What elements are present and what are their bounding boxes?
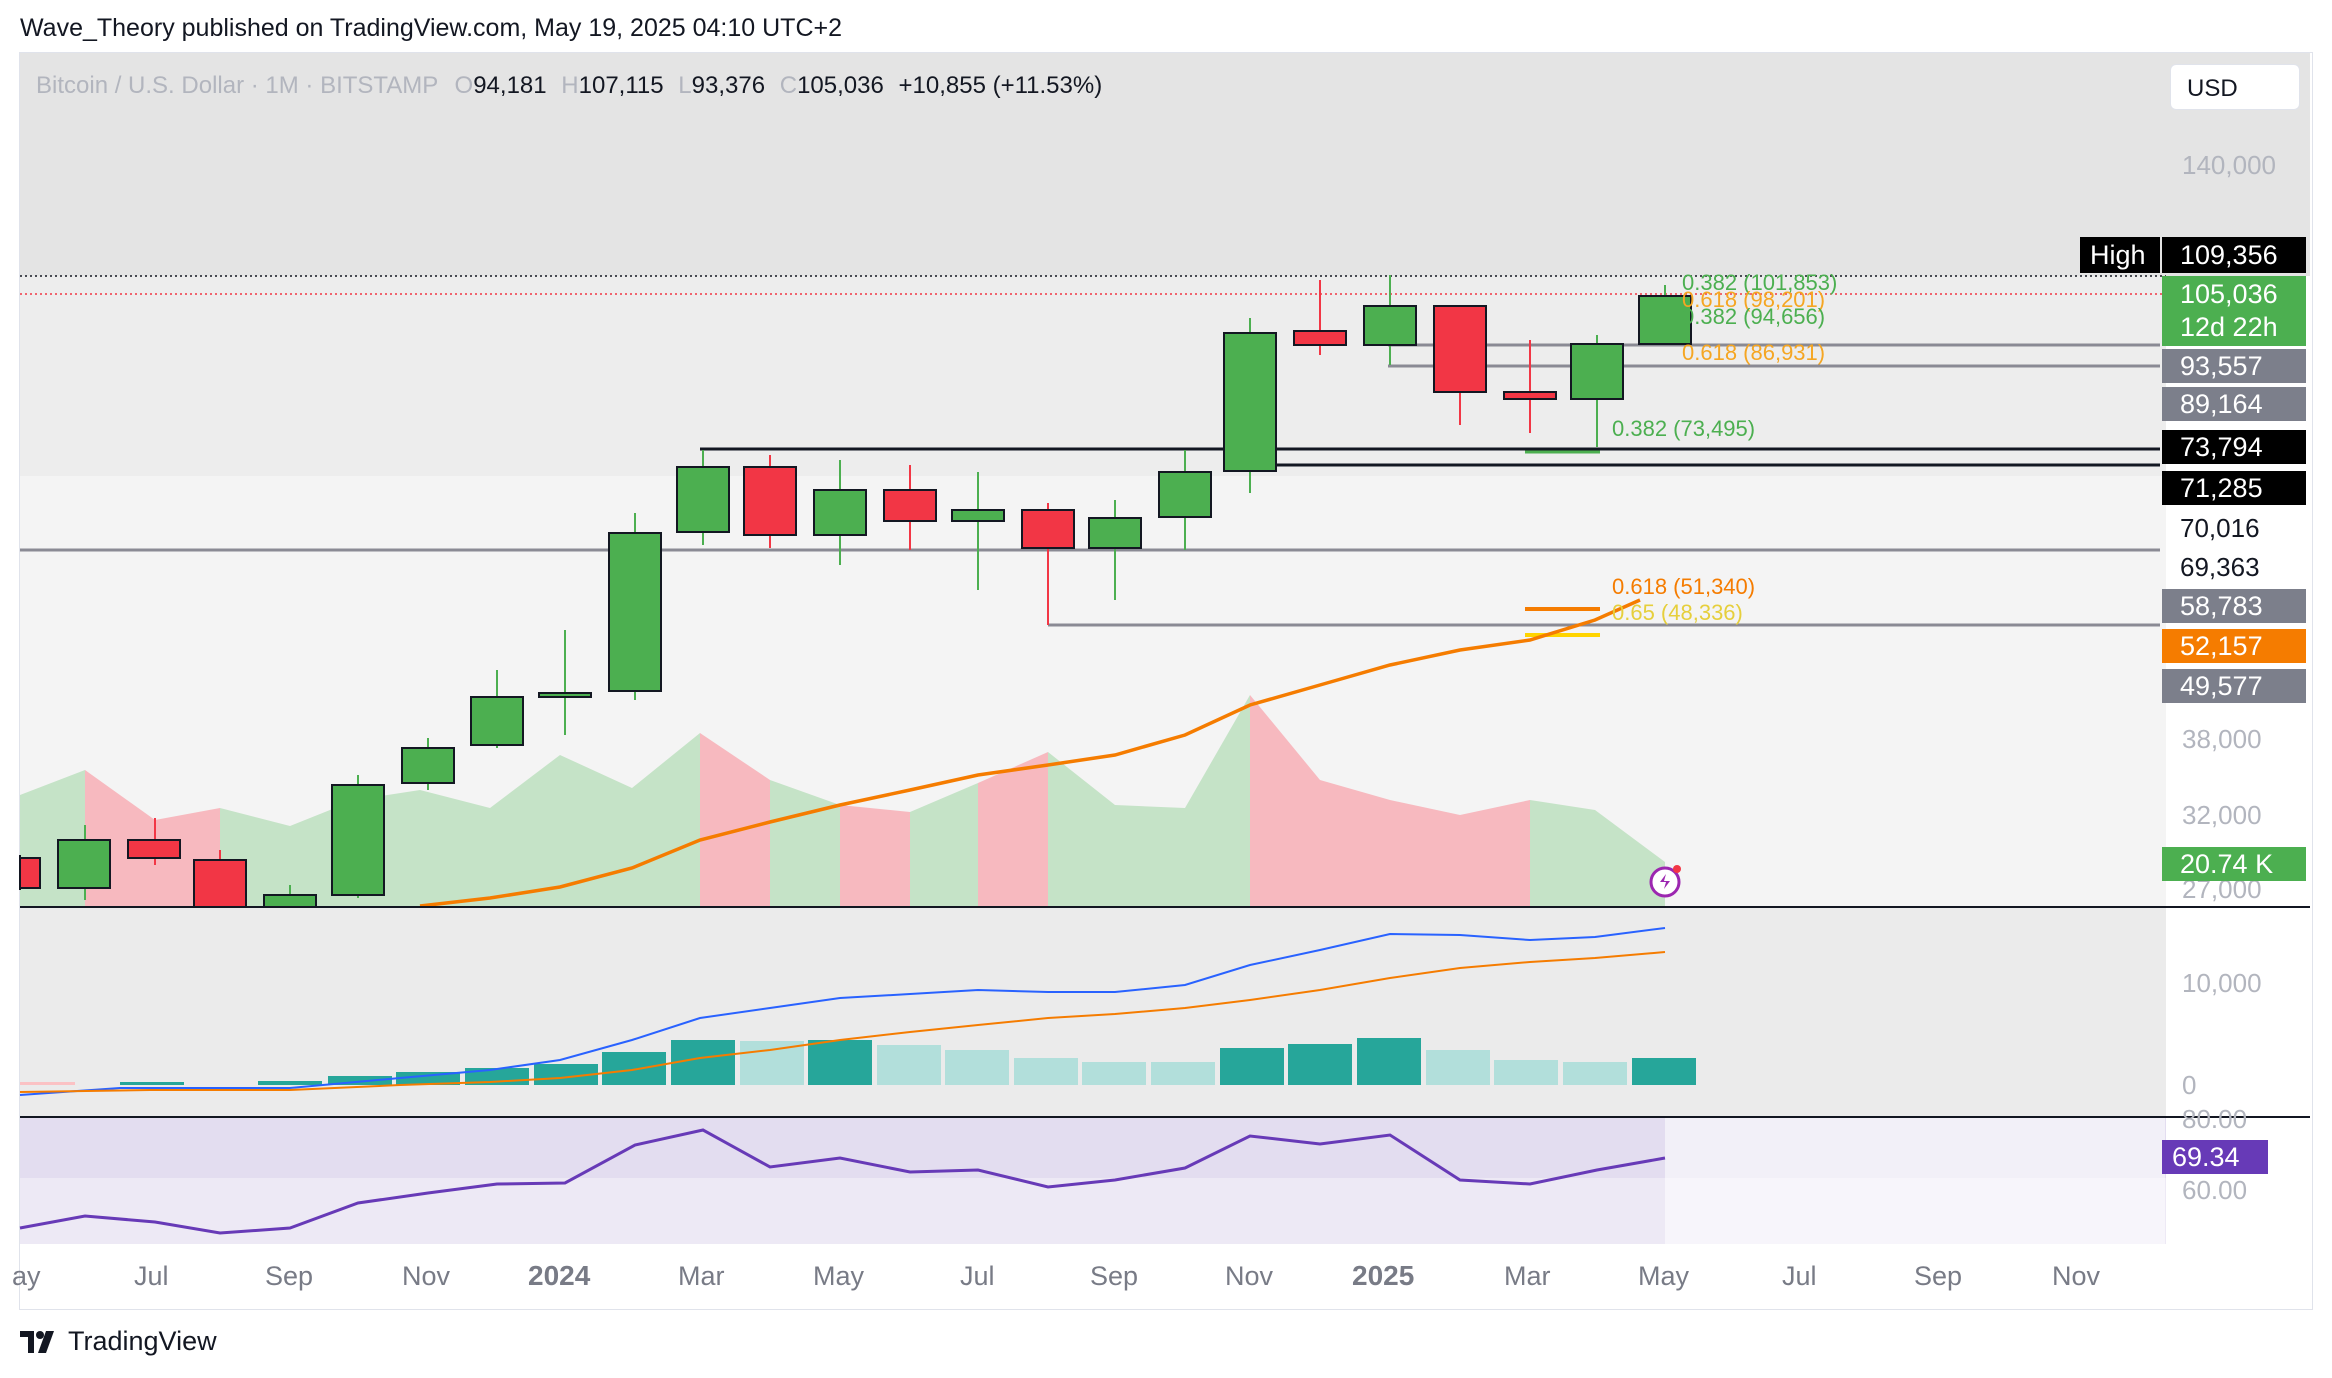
- fib-label-6: 0.618 (51,340): [1612, 574, 1755, 599]
- time-label-sep-2025: Sep: [1914, 1261, 1962, 1291]
- fib-label-2: 0.618 (98,201): [1682, 287, 1825, 312]
- svg-text:52,157: 52,157: [2180, 631, 2263, 661]
- time-label-jul-2023: Jul: [134, 1261, 169, 1291]
- level-tag-71285: 71,285: [2162, 471, 2306, 505]
- footer-brand[interactable]: TradingView: [20, 1326, 217, 1357]
- last-price-tag: 105,036 12d 22h: [2162, 276, 2306, 346]
- time-label-sep-2024: Sep: [1090, 1261, 1138, 1291]
- price-axis-label-32000: 32,000: [2182, 800, 2262, 830]
- svg-text:12d 22h: 12d 22h: [2180, 312, 2278, 342]
- time-label-nov-2024: Nov: [1225, 1261, 1274, 1291]
- level-tag-73794: 73,794: [2162, 430, 2306, 464]
- fib-label-1: 0.382 (101,853): [1682, 270, 1837, 295]
- fib-label-5: 0.382 (73,495): [1612, 416, 1755, 441]
- currency-button[interactable]: USD: [2170, 64, 2300, 110]
- svg-text:93,557: 93,557: [2180, 351, 2263, 381]
- fib-label-7: 0.65 (48,336): [1612, 600, 1743, 625]
- price-axis-label-140000: 140,000: [2182, 150, 2276, 180]
- level-tag-93557: 93,557: [2162, 349, 2306, 383]
- macd-line: [19, 927, 1666, 1096]
- svg-text:58,783: 58,783: [2180, 591, 2263, 621]
- level-tag-49577: 49,577: [2162, 669, 2306, 703]
- open-value: 94,181: [473, 72, 547, 99]
- svg-text:73,794: 73,794: [2180, 432, 2263, 462]
- symbol-name: Bitcoin / U.S. Dollar · 1M · BITSTAMP: [36, 72, 438, 99]
- volume-tag: 20.74 K: [2162, 847, 2306, 881]
- time-label-may-2025: May: [1638, 1261, 1690, 1291]
- svg-text:105,036: 105,036: [2180, 279, 2278, 309]
- open-label: O: [454, 72, 474, 99]
- ema-tag-52157: 52,157: [2162, 629, 2306, 663]
- time-label-sep-2023: Sep: [265, 1261, 313, 1291]
- fib-label-4: 0.618 (86,931): [1682, 340, 1825, 365]
- time-label-mar-2025: Mar: [1504, 1261, 1551, 1291]
- svg-text:89,164: 89,164: [2180, 389, 2263, 419]
- time-label-may-2024: May: [813, 1261, 865, 1291]
- time-label-jul-2025: Jul: [1782, 1261, 1817, 1291]
- volume-area: [20, 695, 1665, 906]
- chart-background-top: [20, 53, 2310, 276]
- macd-axis-label-0: 0: [2182, 1070, 2196, 1100]
- rsi-axis-label-80: 80.00: [2182, 1104, 2247, 1134]
- symbol-legend[interactable]: Bitcoin / U.S. Dollar · 1M · BITSTAMP O9…: [36, 72, 1102, 100]
- time-label-2024: 2024: [528, 1260, 591, 1291]
- high-tag: High 109,356: [2080, 237, 2306, 273]
- svg-text:20.74 K: 20.74 K: [2180, 849, 2273, 879]
- published-by-text: Wave_Theory published on TradingView.com…: [20, 14, 842, 42]
- level-label-70016: 70,016: [2180, 513, 2260, 543]
- close-value: 105,036: [797, 72, 884, 99]
- fib-label-3: 0.382 (94,656): [1682, 304, 1825, 329]
- ema-line: [419, 598, 1641, 908]
- svg-text:69.34: 69.34: [2172, 1142, 2240, 1172]
- rsi-future-area: [1665, 1118, 2165, 1244]
- indicator-sparkle-icon[interactable]: [1649, 865, 1681, 898]
- svg-text:49,577: 49,577: [2180, 671, 2263, 701]
- time-axis[interactable]: ay Jul Sep Nov 2024 Mar May Jul Sep Nov …: [12, 1260, 2101, 1291]
- chart-background-mid: [20, 276, 2166, 476]
- low-value: 93,376: [691, 72, 766, 99]
- macd-signal-line: [19, 951, 1666, 1093]
- close-label: C: [779, 72, 798, 99]
- price-axis-label-38000: 38,000: [2182, 724, 2262, 754]
- svg-text:High: High: [2090, 240, 2146, 270]
- time-label-2025: 2025: [1352, 1260, 1414, 1291]
- time-label-nov-2025: Nov: [2052, 1261, 2101, 1291]
- rsi-line: [19, 1128, 1666, 1235]
- rsi-tag: 69.34: [2162, 1140, 2268, 1174]
- level-tag-89164: 89,164: [2162, 387, 2306, 421]
- macd-histogram: [20, 1038, 1696, 1085]
- svg-text:109,356: 109,356: [2180, 240, 2278, 270]
- time-label-may-2023: ay: [12, 1261, 41, 1291]
- rsi-axis-label-60: 60.00: [2182, 1175, 2247, 1205]
- high-label: H: [561, 72, 579, 99]
- candlesticks[interactable]: [19, 275, 1692, 911]
- change-value: +10,855 (+11.53%): [898, 72, 1103, 99]
- time-label-nov-2023: Nov: [402, 1261, 451, 1291]
- time-label-jul-2024: Jul: [960, 1261, 995, 1291]
- macd-axis-label-10000: 10,000: [2182, 968, 2262, 998]
- level-tag-58783: 58,783: [2162, 589, 2306, 623]
- level-label-69363: 69,363: [2180, 552, 2260, 582]
- time-label-mar-2024: Mar: [678, 1261, 725, 1291]
- high-value: 107,115: [578, 72, 664, 99]
- footer-brand-text: TradingView: [68, 1326, 217, 1356]
- low-label: L: [678, 72, 692, 99]
- tradingview-logo-icon: [20, 1330, 54, 1353]
- svg-text:71,285: 71,285: [2180, 473, 2263, 503]
